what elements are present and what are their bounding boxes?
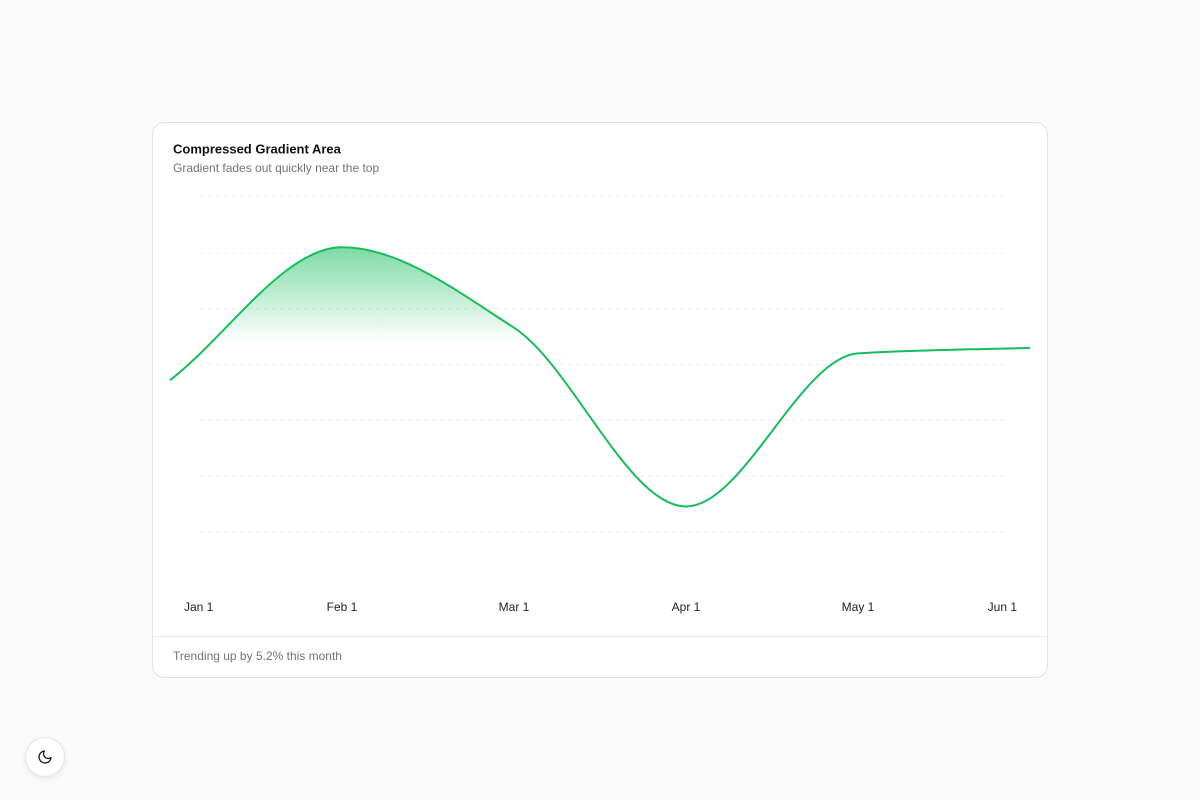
x-tick-label: Jun 1 <box>988 600 1018 614</box>
area-fill <box>170 247 1030 588</box>
area-line <box>169 246 1031 508</box>
x-tick-label: Mar 1 <box>499 600 530 614</box>
x-tick-label: Jan 1 <box>184 600 214 614</box>
x-tick-label: Apr 1 <box>672 600 701 614</box>
x-tick-label: May 1 <box>842 600 875 614</box>
theme-toggle[interactable] <box>25 737 65 777</box>
chart-title: Compressed Gradient Area <box>173 141 342 156</box>
moon-icon <box>38 750 52 764</box>
card-footer: Trending up by 5.2% this month <box>173 649 342 663</box>
chart-subtitle: Gradient fades out quickly near the top <box>173 161 379 175</box>
x-tick-label: Feb 1 <box>327 600 358 614</box>
